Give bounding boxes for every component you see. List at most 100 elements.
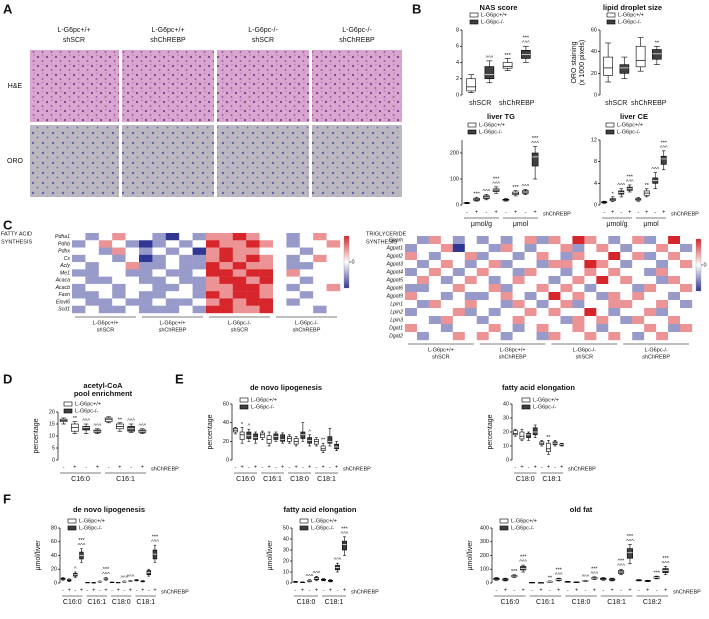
sh-label: + [322, 464, 325, 470]
sh-label: - [288, 464, 290, 470]
heatmap-cell [299, 240, 314, 248]
heatmap-cell [416, 308, 430, 317]
heatmap-cell [179, 276, 193, 285]
y-tick-label: 300 [480, 539, 489, 545]
heatmap-cell [464, 244, 477, 253]
heatmap-cell [259, 262, 274, 270]
y-tick-label: 10 [49, 433, 55, 439]
heatmap-cell [464, 268, 477, 277]
heatmap-cell [680, 300, 693, 309]
x-tick-label: C18:0 [572, 599, 591, 606]
colorbar [343, 235, 350, 289]
heatmap-cell [584, 252, 597, 261]
heatmap-cell [85, 240, 99, 248]
sh-label: - [130, 464, 132, 470]
heatmap-cell [632, 316, 645, 325]
heatmap-cell [313, 262, 327, 270]
heatmap-cell [219, 269, 233, 277]
heatmap-cell [644, 276, 657, 285]
sh-label: + [495, 209, 498, 215]
heatmap-cell [452, 260, 465, 269]
heatmap-cell [326, 305, 341, 314]
significance: *** [473, 192, 480, 198]
y-tick-label: 30 [283, 547, 289, 553]
heatmap-cell [464, 308, 477, 317]
sh-label: + [514, 209, 517, 215]
heatmap-cell [246, 269, 260, 277]
gene-label: Agpat3 [386, 261, 404, 267]
sh-label: + [268, 464, 271, 470]
sh-label: - [99, 587, 101, 593]
sh-label: + [104, 587, 107, 593]
sh-label: + [662, 209, 665, 215]
heatmap-cell [512, 284, 525, 293]
box [519, 431, 525, 440]
heatmap-cell [179, 298, 193, 306]
group-genotype: L-G6pc+/+ [160, 320, 186, 326]
heatmap-cell [452, 268, 465, 277]
chart-title: fatty acid elongation [502, 383, 575, 392]
heatmap-cell [112, 254, 126, 263]
sh-label: + [335, 464, 338, 470]
heatmap-cell [246, 262, 260, 270]
heatmap-cell [98, 276, 113, 285]
x-tick-label: C16:1 [263, 476, 282, 483]
y-tick-label: 4 [594, 181, 597, 187]
heatmap-cell [313, 283, 327, 292]
heatmap-cell [232, 298, 247, 306]
heatmap-cell [259, 283, 274, 292]
significance: ^ [74, 566, 77, 572]
sh-label: - [567, 587, 569, 593]
heatmap-cell [125, 298, 140, 306]
heatmap-cell [165, 240, 180, 248]
heatmap-cell [273, 233, 287, 241]
heatmap-cell [488, 284, 501, 293]
heatmap-cell [632, 332, 645, 341]
significance: ^^^ [334, 558, 342, 564]
legend-label: L-G6pc-/- [511, 525, 534, 531]
heatmap-cell [680, 236, 693, 245]
heatmap-cell [632, 252, 645, 261]
heatmap-cell [259, 240, 274, 248]
heatmap-cell [112, 291, 126, 299]
y-tick-label: 20 [591, 71, 597, 77]
sh-label: + [475, 209, 478, 215]
sh-label: + [117, 587, 120, 593]
group-treatment: shSCR [576, 354, 593, 360]
sh-label: + [295, 464, 298, 470]
micrograph [312, 125, 402, 197]
heatmap-cell [632, 236, 645, 245]
heatmap-cell [620, 292, 633, 301]
legend-swatch [469, 19, 479, 25]
heatmap-cell [536, 268, 549, 277]
heatmap-cell [668, 284, 681, 293]
significance: ^^^ [78, 543, 86, 549]
heatmap-cell [428, 284, 442, 293]
sh-label: - [541, 464, 543, 470]
heatmap-cell [452, 284, 465, 293]
heatmap-cell [313, 305, 327, 314]
heatmap-cell [620, 308, 633, 317]
heatmap-cell [548, 300, 561, 309]
heatmap-cell [524, 236, 537, 245]
heatmap-cell [125, 247, 140, 256]
legend-swatch [239, 404, 249, 410]
heatmap-cell [500, 236, 513, 245]
heatmap-cell [405, 284, 418, 293]
sh-label: - [603, 209, 605, 215]
heatmap-cell [512, 332, 525, 341]
heatmap-cell [299, 298, 314, 306]
legend-swatch [467, 122, 477, 128]
significance: ^^^ [531, 141, 539, 147]
heatmap-cell [608, 324, 621, 333]
heatmap-cell [232, 247, 247, 256]
heatmap-cell [488, 236, 501, 245]
legend-label: L-G6pc+/+ [79, 518, 105, 524]
sh-title: shChREBP [673, 589, 701, 595]
heatmap-cell [246, 283, 260, 292]
heatmap-cell [632, 300, 645, 309]
panel-label: D [3, 371, 12, 386]
heatmap-cell [326, 247, 341, 256]
heatmap-cell [644, 236, 657, 245]
heatmap-cell [139, 269, 153, 277]
